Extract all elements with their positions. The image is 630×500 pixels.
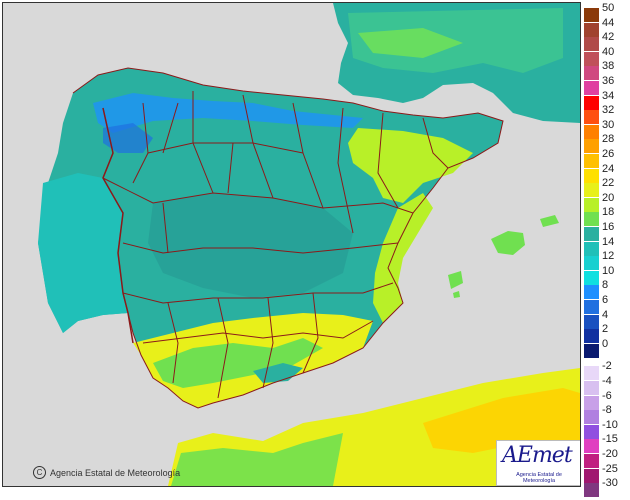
valencia-coast-warm xyxy=(373,193,433,323)
legend-swatch-cold xyxy=(584,454,599,468)
legend-label-warm: 2 xyxy=(602,323,609,336)
legend-swatch-cold xyxy=(584,395,599,410)
legend-swatch-warm xyxy=(584,8,599,22)
legend-label-warm: 6 xyxy=(602,294,609,306)
legend-swatch-warm xyxy=(584,256,599,271)
map-canvas xyxy=(38,3,580,486)
legend-swatch-cold xyxy=(584,424,599,439)
legend-swatch-warm xyxy=(584,197,599,212)
legend-label-cold: -4 xyxy=(602,375,612,387)
legend-label-warm: 28 xyxy=(602,133,615,146)
legend-label-warm: 36 xyxy=(602,75,615,87)
legend-swatch-warm xyxy=(584,241,599,256)
menorca xyxy=(540,215,559,227)
legend-swatch-warm xyxy=(584,270,599,285)
legend-label-warm: 10 xyxy=(602,264,615,277)
legend-swatch-warm xyxy=(584,139,599,154)
legend-label-warm: 42 xyxy=(602,31,615,44)
legend-label-cold: -30 xyxy=(602,477,618,490)
legend-label-warm: 26 xyxy=(602,148,615,160)
legend-swatch-warm xyxy=(584,154,599,168)
copyright-text: Agencia Estatal de Meteorología xyxy=(50,467,181,478)
legend-swatch-warm xyxy=(584,285,599,300)
aemet-logo-subtitle: Agencia Estatal de Meteorología xyxy=(516,472,562,484)
legend-label-warm: 0 xyxy=(602,337,609,350)
aemet-logo-text: AEmet xyxy=(502,443,573,468)
legend-label-cold: -6 xyxy=(602,389,612,402)
legend-swatch-cold xyxy=(584,483,599,498)
copyright-notice: C Agencia Estatal de Meteorología xyxy=(33,466,180,479)
legend-label-cold: -25 xyxy=(602,462,618,475)
legend-label-warm: 44 xyxy=(602,16,615,29)
temperature-legend: 50 44 42 40 38 36 34 32 30 28 26 24 22 20 18 16 14 12 10 8 6… xyxy=(584,3,630,498)
legend-swatch-warm xyxy=(584,183,599,198)
mallorca xyxy=(491,231,525,255)
legend-label-cold: -2 xyxy=(602,360,612,373)
legend-swatch-cold xyxy=(584,366,599,381)
legend-label-warm: 18 xyxy=(602,206,615,219)
legend-swatch-warm xyxy=(584,212,599,227)
temperature-map: C Agencia Estatal de Meteorología AEmet … xyxy=(2,2,581,487)
legend-label-warm: 14 xyxy=(602,235,615,248)
ibiza xyxy=(448,271,463,289)
france-cool xyxy=(358,28,463,58)
legend-swatch-warm xyxy=(584,95,599,110)
legend-swatch-warm xyxy=(584,22,599,37)
legend-label-warm: 24 xyxy=(602,162,615,175)
legend-label-warm: 40 xyxy=(602,45,615,58)
legend-swatch-cold xyxy=(584,468,599,483)
central-plateau xyxy=(148,193,353,298)
legend-swatch-warm xyxy=(584,51,599,66)
legend-label-cold: -10 xyxy=(602,418,618,431)
legend-label-cold: -20 xyxy=(602,448,618,460)
legend-label-warm: 32 xyxy=(602,104,615,117)
legend-label-warm: 34 xyxy=(602,89,615,102)
aemet-logo: AEmet Agencia Estatal de Meteorología xyxy=(496,440,580,486)
legend-label-cold: -15 xyxy=(602,433,618,446)
copyright-icon: C xyxy=(33,466,46,479)
legend-label-warm: 20 xyxy=(602,191,615,204)
north-africa-green xyxy=(171,433,343,486)
legend-label-warm: 22 xyxy=(602,177,615,190)
legend-swatch-cold xyxy=(584,439,599,454)
legend-swatch-warm xyxy=(584,314,599,329)
legend-swatch-warm xyxy=(584,110,599,125)
legend-label-cold: -8 xyxy=(602,404,612,417)
legend-label-warm: 16 xyxy=(602,221,615,233)
legend-swatch-warm xyxy=(584,37,599,52)
portugal-area xyxy=(38,173,128,333)
legend-label-warm: 38 xyxy=(602,60,615,73)
legend-swatch-warm xyxy=(584,300,599,314)
legend-swatch-warm xyxy=(584,66,599,81)
legend-swatch-cold xyxy=(584,410,599,425)
legend-swatch-cold xyxy=(584,381,599,395)
legend-swatch-warm xyxy=(584,343,599,358)
legend-label-warm: 8 xyxy=(602,279,609,292)
legend-swatch-warm xyxy=(584,227,599,241)
legend-swatch-warm xyxy=(584,329,599,344)
legend-label-warm: 30 xyxy=(602,118,615,131)
formentera xyxy=(453,291,460,298)
north-africa-hot xyxy=(423,388,580,453)
guadalquivir-green xyxy=(153,338,323,388)
legend-label-warm: 4 xyxy=(602,308,609,321)
legend-label-warm: 50 xyxy=(602,2,615,14)
legend-label-warm: 12 xyxy=(602,250,615,263)
cantabrian-mountains xyxy=(93,93,363,133)
legend-swatch-warm xyxy=(584,168,599,183)
ebro-valley-warm xyxy=(348,128,473,203)
galicia-mountains xyxy=(103,123,153,153)
legend-swatch-warm xyxy=(584,124,599,139)
portugal-border xyxy=(102,107,134,344)
legend-swatch-warm xyxy=(584,81,599,95)
